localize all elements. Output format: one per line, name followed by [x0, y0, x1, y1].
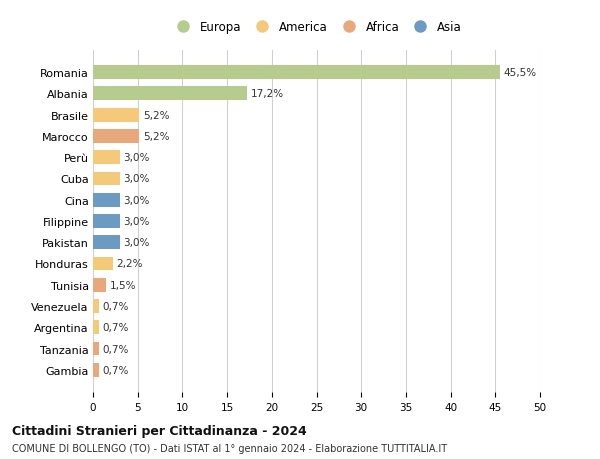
Bar: [93, 257, 113, 271]
Bar: [93, 108, 139, 122]
Bar: [93, 278, 106, 292]
Bar: [93, 342, 99, 356]
Bar: [93, 130, 139, 144]
Bar: [93, 236, 120, 250]
Text: 45,5%: 45,5%: [503, 68, 536, 78]
Text: 3,0%: 3,0%: [124, 238, 150, 248]
Text: 0,7%: 0,7%: [103, 365, 129, 375]
Bar: [93, 87, 247, 101]
Bar: [93, 321, 99, 335]
Text: 2,2%: 2,2%: [116, 259, 143, 269]
Bar: [93, 363, 99, 377]
Text: 3,0%: 3,0%: [124, 195, 150, 205]
Text: Cittadini Stranieri per Cittadinanza - 2024: Cittadini Stranieri per Cittadinanza - 2…: [12, 424, 307, 437]
Text: 3,0%: 3,0%: [124, 153, 150, 163]
Text: 5,2%: 5,2%: [143, 132, 170, 141]
Text: 0,7%: 0,7%: [103, 323, 129, 333]
Bar: [93, 214, 120, 229]
Text: 1,5%: 1,5%: [110, 280, 136, 290]
Bar: [93, 172, 120, 186]
Bar: [93, 151, 120, 165]
Bar: [93, 193, 120, 207]
Text: 3,0%: 3,0%: [124, 217, 150, 226]
Bar: [93, 299, 99, 313]
Text: 17,2%: 17,2%: [250, 89, 283, 99]
Text: 3,0%: 3,0%: [124, 174, 150, 184]
Text: 0,7%: 0,7%: [103, 344, 129, 354]
Bar: [93, 66, 500, 80]
Legend: Europa, America, Africa, Asia: Europa, America, Africa, Asia: [169, 19, 464, 36]
Text: 5,2%: 5,2%: [143, 110, 170, 120]
Text: 0,7%: 0,7%: [103, 302, 129, 311]
Text: COMUNE DI BOLLENGO (TO) - Dati ISTAT al 1° gennaio 2024 - Elaborazione TUTTITALI: COMUNE DI BOLLENGO (TO) - Dati ISTAT al …: [12, 443, 447, 453]
